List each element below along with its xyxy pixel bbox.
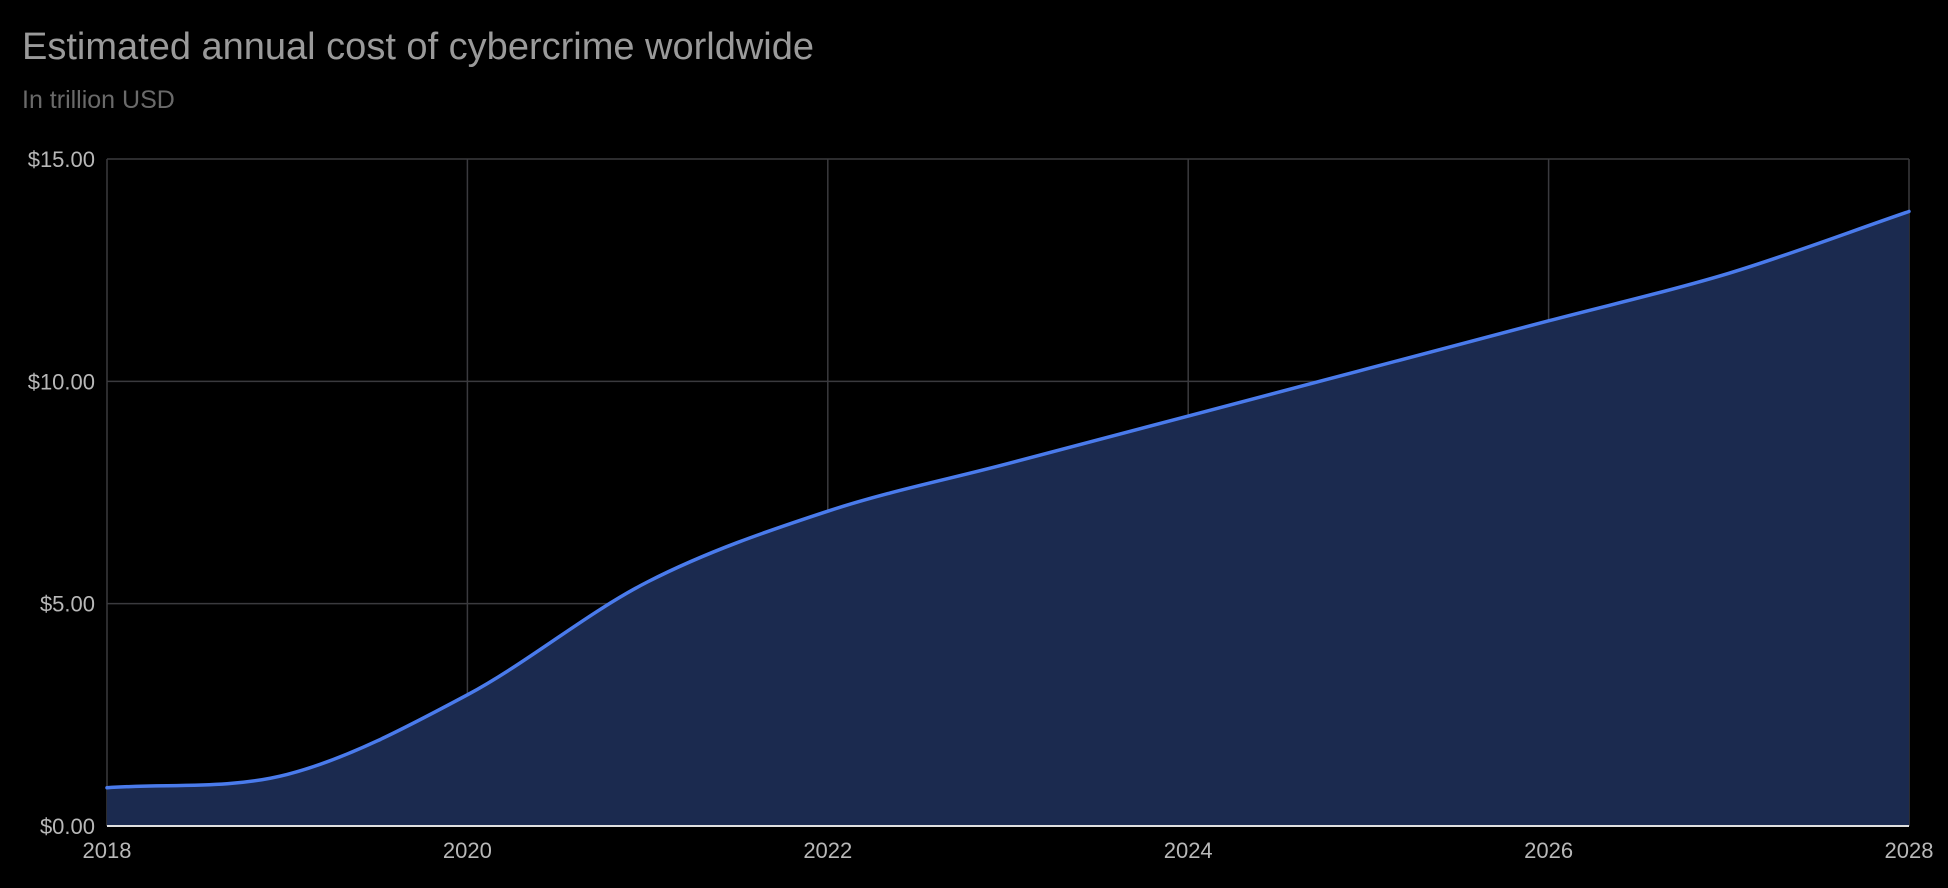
x-tick-labels: 2018 2020 2022 2024 2026 2028 [83, 838, 1934, 863]
chart-subtitle: In trillion USD [22, 86, 175, 114]
y-tick-labels: $0.00 $5.00 $10.00 $15.00 [28, 147, 95, 839]
x-tick-label: 2026 [1524, 838, 1573, 863]
data-point [825, 508, 831, 514]
data-point [1365, 365, 1371, 371]
chart-title: Estimated annual cost of cybercrime worl… [22, 26, 815, 68]
data-point [284, 771, 290, 777]
data-point [464, 692, 470, 698]
data-point [1185, 413, 1191, 419]
area-fill [107, 211, 1909, 826]
data-point [1906, 208, 1912, 214]
data-point [104, 785, 110, 791]
data-point [1005, 461, 1011, 467]
y-tick-label: $5.00 [40, 592, 95, 617]
y-tick-label: $15.00 [28, 147, 95, 172]
series-line [105, 209, 1911, 790]
x-tick-label: 2022 [803, 838, 852, 863]
data-point [645, 579, 651, 585]
x-tick-label: 2020 [443, 838, 492, 863]
y-tick-label: $0.00 [40, 814, 95, 839]
data-point [1726, 270, 1732, 276]
y-tick-label: $10.00 [28, 369, 95, 394]
x-tick-label: 2018 [83, 838, 132, 863]
x-tick-label: 2024 [1164, 838, 1213, 863]
data-point [1546, 318, 1552, 324]
x-tick-label: 2028 [1885, 838, 1934, 863]
